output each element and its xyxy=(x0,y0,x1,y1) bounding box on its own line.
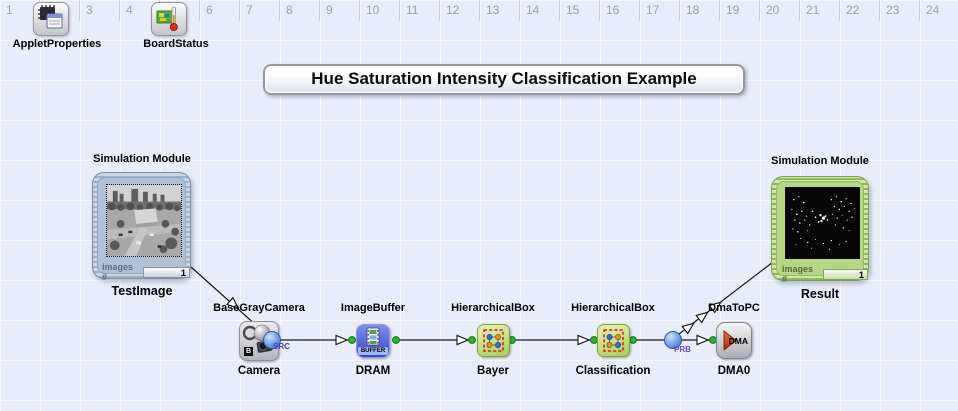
node-name-label: Camera xyxy=(237,365,281,377)
applet-properties-label: AppletProperties xyxy=(12,38,102,50)
ruler-number: 8 xyxy=(280,0,320,21)
arrowhead-icon xyxy=(695,311,709,324)
sink-simulation-module[interactable]: images # 1 xyxy=(771,176,869,284)
diagram-title-banner[interactable]: Hue Saturation Intensity Classification … xyxy=(263,64,745,95)
arrowhead-icon xyxy=(708,301,722,314)
canvas-ruler: 123456789101112131415161718192021222324 xyxy=(0,0,958,21)
node-type-label: BaseGrayCamera xyxy=(213,302,305,314)
ruler-number: 10 xyxy=(360,0,400,21)
board-status-label: BoardStatus xyxy=(143,38,209,50)
ruler-number: 23 xyxy=(880,0,920,21)
ruler-number: 9 xyxy=(320,0,360,21)
node-classification: HierarchicalBox Classification xyxy=(553,302,673,377)
ruler-number: 21 xyxy=(800,0,840,21)
probe-prb[interactable]: PRB xyxy=(664,331,691,354)
node-bayer: HierarchicalBox Bayer xyxy=(433,302,553,377)
ruler-number: 13 xyxy=(480,0,520,21)
buffer-icon-text: BUFFER xyxy=(358,346,388,355)
dma-triangle-glyph xyxy=(723,330,737,351)
image-buffer-icon[interactable]: BUFFER xyxy=(356,323,390,358)
node-dram: ImageBuffer BUFFER DRAM xyxy=(313,302,433,377)
camera-badge: B xyxy=(244,346,253,356)
ruler-number: 7 xyxy=(240,0,280,21)
source-simulation-module[interactable]: images # 1 xyxy=(92,172,191,282)
ruler-number: 15 xyxy=(560,0,600,21)
arrowhead-icon xyxy=(226,296,240,310)
hbox-glyph xyxy=(482,329,504,352)
ruler-number: 3 xyxy=(80,0,120,21)
node-name-label: Bayer xyxy=(477,365,509,377)
ruler-number: 17 xyxy=(640,0,680,21)
arrowhead-icon xyxy=(335,334,349,346)
arrowhead-icon xyxy=(681,322,695,335)
film-strip-glyph xyxy=(366,327,380,345)
arrowhead-icon xyxy=(456,334,470,346)
probe-src-label: SRC xyxy=(273,342,290,351)
testimage-photo xyxy=(107,185,181,256)
probe-src[interactable]: SRC xyxy=(263,331,290,351)
ruler-number: 19 xyxy=(720,0,760,21)
port-dram-in xyxy=(348,336,356,344)
link-arrowheads xyxy=(226,296,722,346)
dma-operator-icon[interactable]: DMA xyxy=(716,322,752,359)
ruler-number: 18 xyxy=(680,0,720,21)
hierarchical-box-icon[interactable] xyxy=(596,324,630,357)
node-type-label: HierarchicalBox xyxy=(451,302,535,314)
result-image xyxy=(786,188,859,258)
board-status-button[interactable] xyxy=(151,2,187,36)
result-thumbnail[interactable] xyxy=(785,187,860,259)
ruler-number: 14 xyxy=(520,0,560,21)
arrowhead-icon xyxy=(696,334,710,346)
arrowhead-icon xyxy=(577,334,591,346)
node-camera: BaseGrayCamera B Camera xyxy=(199,302,319,377)
port-dram-out xyxy=(392,336,400,344)
dma-icon-text: DMA xyxy=(728,336,748,346)
node-type-label: HierarchicalBox xyxy=(571,302,655,314)
port-classification-out xyxy=(629,336,637,344)
ruler-number: 6 xyxy=(200,0,240,21)
testimage-thumbnail[interactable] xyxy=(106,184,182,257)
node-type-label: ImageBuffer xyxy=(340,302,406,314)
ruler-number: 12 xyxy=(440,0,480,21)
probe-prb-label: PRB xyxy=(674,345,691,354)
sink-module-name: Result xyxy=(800,287,840,301)
port-bayer-in xyxy=(468,336,476,344)
node-dma0: DmaToPC DMA DMA0 xyxy=(674,302,794,377)
ruler-number: 24 xyxy=(920,0,958,21)
hierarchical-box-icon[interactable] xyxy=(476,324,510,357)
source-counter-value[interactable]: 1 xyxy=(142,266,190,279)
applet-properties-button[interactable] xyxy=(33,2,69,36)
source-module-name: TestImage xyxy=(111,284,173,298)
source-module-header: Simulation Module xyxy=(93,153,191,165)
source-counter-label: images # xyxy=(102,262,134,282)
sink-counter-value[interactable]: 1 xyxy=(823,268,868,281)
sink-counter-label: images # xyxy=(782,264,814,284)
node-name-label: DMA0 xyxy=(717,365,751,377)
source-image-counter: images # 1 xyxy=(102,262,190,282)
ruler-number: 11 xyxy=(400,0,440,21)
hbox-glyph xyxy=(602,329,624,352)
node-type-label: DmaToPC xyxy=(708,302,760,314)
ruler-number: 22 xyxy=(840,0,880,21)
ruler-number: 20 xyxy=(760,0,800,21)
port-dots[interactable] xyxy=(348,336,717,344)
sink-image-counter: images # 1 xyxy=(782,264,868,284)
node-name-label: Classification xyxy=(575,365,651,377)
sink-module-header: Simulation Module xyxy=(771,155,869,167)
board-status-icon xyxy=(156,6,178,31)
node-name-label: DRAM xyxy=(355,365,391,377)
applet-properties-icon xyxy=(38,5,63,29)
ruler-number: 16 xyxy=(600,0,640,21)
link-prb-to-result xyxy=(678,261,774,335)
